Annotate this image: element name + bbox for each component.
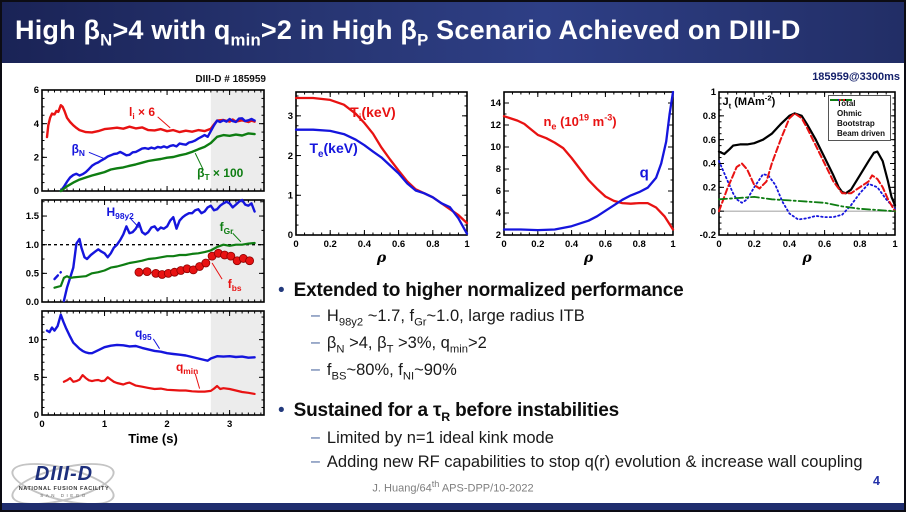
bullet-heading-2: • Sustained for a τR before instabilitie… [278, 399, 619, 424]
svg-text:1: 1 [102, 419, 108, 430]
svg-text:5: 5 [34, 373, 40, 384]
bottom-strip [2, 503, 904, 510]
svg-text:1: 1 [670, 239, 676, 250]
svg-text:0.2: 0.2 [531, 239, 544, 250]
time-trace-q-chart: 0 1 2 3 0 5 10 q95 qmin Time (s) [16, 307, 268, 447]
shot-time-label: 185959@3300ms [812, 71, 900, 83]
svg-text:3: 3 [288, 111, 293, 122]
svg-text:0.6: 0.6 [818, 239, 831, 250]
dash-marker: – [311, 334, 320, 352]
svg-text:0.2: 0.2 [703, 183, 716, 194]
temperature-profile-chart: 0 0.2 0.4 0.6 0.8 1 0 1 2 3 Ti(keV) Te(keV) ρ [276, 86, 474, 267]
chart-canvas: 0 2 4 6 [34, 85, 265, 196]
time-trace-beta-chart: 0 2 4 6 li × 6 βN βT × 100 [16, 85, 268, 196]
chart-canvas: 0.0 0.5 1.0 1.5 [26, 198, 265, 307]
bullet-marker: • [278, 280, 285, 301]
svg-text:1: 1 [711, 87, 717, 98]
bullet-heading-1: • Extended to higher normalized performa… [278, 280, 684, 301]
svg-text:14: 14 [490, 98, 501, 109]
chart-canvas: 0 0.2 0.4 0.6 0.8 1 0 1 2 3 [288, 91, 470, 250]
svg-text:0.5: 0.5 [26, 269, 40, 280]
svg-text:0: 0 [716, 239, 721, 250]
x-axis-label: ρ [802, 250, 812, 266]
logo-name: DIII-D [34, 463, 94, 485]
svg-text:6: 6 [496, 186, 501, 197]
svg-text:0.2: 0.2 [748, 239, 761, 250]
shot-number-label: DIII-D # 185959 [195, 74, 266, 85]
svg-text:0.4: 0.4 [703, 159, 717, 170]
svg-text:0.4: 0.4 [358, 239, 372, 250]
svg-text:1.5: 1.5 [26, 211, 40, 222]
chart-legend: Total Ohmic Bootstrap Beam driven [827, 95, 891, 141]
density-q-profile-chart: 0 0.2 0.4 0.6 0.8 1 2 4 6 8 10 12 14 ne (1019 m-3) q ρ [480, 86, 680, 267]
dash-marker: – [311, 306, 320, 324]
svg-text:6: 6 [34, 85, 39, 96]
svg-text:0: 0 [711, 206, 716, 217]
bullet-subitem: – fBS~80%, fNI~90% [311, 361, 457, 383]
bullet-subitem: – βN >4, βT >3%, qmin>2 [311, 334, 487, 356]
logo-location: SAN DIEGO [40, 493, 88, 498]
svg-text:12: 12 [490, 120, 501, 131]
svg-text:1: 1 [288, 190, 294, 201]
slide-title: High βN>4 with qmin>2 in High βP Scenari… [15, 14, 801, 50]
svg-text:-0.2: -0.2 [700, 230, 716, 241]
svg-text:1: 1 [464, 239, 470, 250]
bullet-list: • Extended to higher normalized performa… [278, 270, 904, 473]
logo-subtitle: NATIONAL FUSION FACILITY [18, 486, 110, 492]
chart-canvas: 0 0.2 0.4 0.6 0.8 1-0.200.20.40.60.81 [700, 87, 899, 250]
slide-title-bar: High βN>4 with qmin>2 in High βP Scenari… [2, 2, 904, 63]
svg-text:0.4: 0.4 [783, 239, 797, 250]
svg-text:0.2: 0.2 [324, 239, 337, 250]
svg-text:0.6: 0.6 [599, 239, 612, 250]
svg-text:10: 10 [490, 142, 501, 153]
svg-text:4: 4 [496, 208, 502, 219]
legend-item: Beam driven [829, 99, 885, 138]
bullet-subitem: – Limited by n=1 ideal kink mode [311, 428, 554, 447]
svg-text:2: 2 [288, 151, 293, 162]
chart-canvas: 0 1 2 3 0 5 10 [28, 310, 265, 430]
svg-text:0.6: 0.6 [392, 239, 405, 250]
svg-text:0: 0 [293, 239, 298, 250]
svg-text:0.8: 0.8 [633, 239, 646, 250]
bullet-marker: • [278, 399, 285, 421]
legend-item: Bootstrap [829, 99, 875, 128]
bullet-subitem: – Adding new RF capabilities to stop q(r… [311, 453, 863, 472]
page-number: 4 [873, 474, 880, 488]
svg-text:4: 4 [34, 119, 40, 130]
svg-text:0: 0 [39, 419, 44, 430]
x-axis-label: ρ [376, 250, 387, 266]
svg-text:0.8: 0.8 [703, 111, 716, 122]
legend-item: Ohmic [829, 99, 862, 118]
svg-text:2: 2 [34, 153, 39, 164]
svg-text:1.0: 1.0 [26, 240, 39, 251]
svg-text:0.8: 0.8 [426, 239, 439, 250]
svg-text:1: 1 [892, 239, 898, 250]
svg-text:0.4: 0.4 [565, 239, 579, 250]
svg-text:8: 8 [496, 164, 501, 175]
footer-credit: J. Huang/64th APS-DPP/10-2022 [372, 479, 534, 495]
svg-text:2: 2 [164, 419, 169, 430]
x-axis-label: ρ [583, 250, 594, 266]
svg-text:10: 10 [28, 335, 39, 346]
svg-text:0: 0 [288, 230, 293, 241]
dash-marker: – [311, 453, 320, 471]
svg-text:0.6: 0.6 [703, 135, 716, 146]
svg-text:0.0: 0.0 [26, 297, 39, 307]
svg-text:2: 2 [496, 230, 501, 241]
svg-text:0: 0 [34, 186, 39, 196]
x-axis-label: Time (s) [128, 431, 178, 446]
svg-text:0.8: 0.8 [853, 239, 866, 250]
bullet-subitem: – H98y2 ~1.7, fGr~1.0, large radius ITB [311, 306, 585, 329]
time-trace-confinement-chart: 0.0 0.5 1.0 1.5 H98y2 fGr fbs [16, 196, 268, 307]
current-density-profile-chart: 0 0.2 0.4 0.6 0.8 1 -0.2 0 0.2 0.4 0.6 0.8 1 Jt (MAm-… [690, 86, 902, 267]
svg-text:3: 3 [227, 419, 232, 430]
svg-text:0: 0 [34, 410, 39, 421]
dash-marker: – [311, 428, 320, 446]
dash-marker: – [311, 361, 320, 379]
diii-d-logo: DIII-D NATIONAL FUSION FACILITY SAN DIEG… [7, 454, 120, 510]
svg-text:0: 0 [501, 239, 506, 250]
